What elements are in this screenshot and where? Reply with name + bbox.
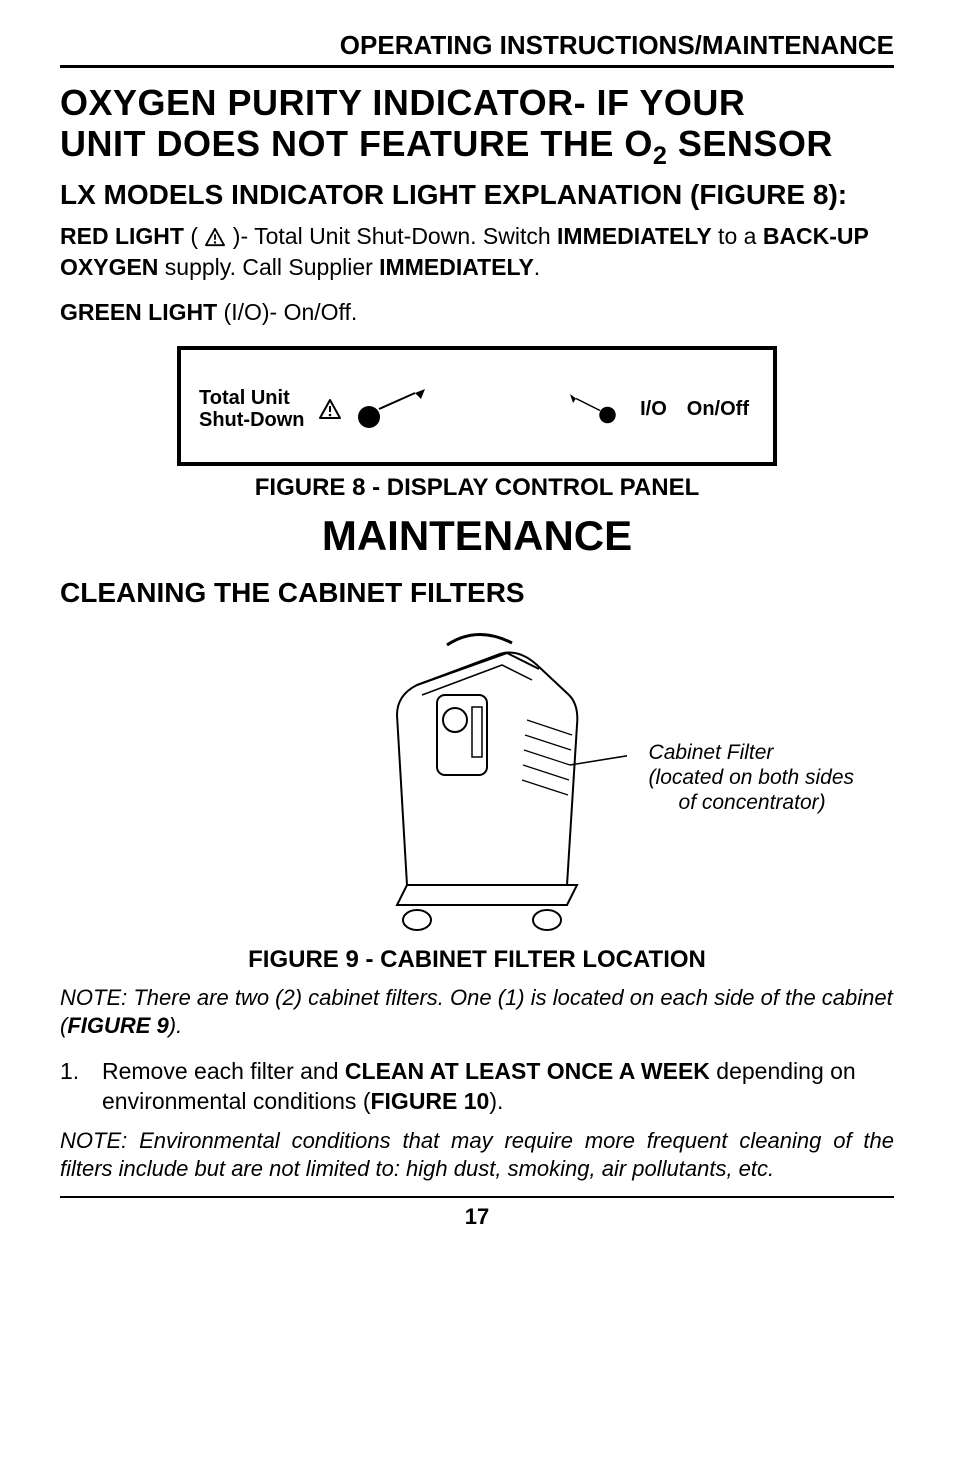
red-light-label: RED LIGHT [60,223,184,249]
led-with-arrow-right [570,389,630,429]
title-line1: OXYGEN PURITY INDICATOR- IF YOUR [60,82,745,123]
red-light-open: ( [184,223,204,249]
maintenance-title: MAINTENANCE [60,512,894,560]
callout-line1: Cabinet Filter [649,741,774,764]
note-two-filters: NOTE: There are two (2) cabinet filters.… [60,984,894,1041]
title-line2-post: SENSOR [667,123,833,164]
immediately-2: IMMEDIATELY [379,254,534,280]
title-line2-sub: 2 [653,143,668,171]
device-figure: Cabinet Filter (located on both sides of… [60,620,894,940]
figure-8-caption: FIGURE 8 - DISPLAY CONTROL PANEL [60,474,894,502]
note-environmental: NOTE: Environmental conditions that may … [60,1127,894,1184]
display-panel-figure: Total Unit Shut-Down [60,346,894,466]
step-1-bold1: CLEAN AT LEAST ONCE A WEEK [345,1058,710,1084]
green-light-paragraph: GREEN LIGHT (I/O)- On/Off. [60,297,894,328]
warning-triangle-icon [317,398,343,420]
page-number: 17 [465,1204,489,1229]
red-light-end: . [534,254,540,280]
panel-io-label: I/O [640,398,667,421]
immediately-1: IMMEDIATELY [557,223,712,249]
note1-post: ). [169,1013,182,1038]
red-light-mid2: supply. Call Supplier [158,254,379,280]
page: OPERATING INSTRUCTIONS/MAINTENANCE OXYGE… [0,0,954,1475]
panel-right-group: I/O On/Off [570,389,749,429]
note1-pre: NOTE: There are two (2) cabinet filters.… [60,985,893,1039]
cabinet-filter-callout: Cabinet Filter (located on both sides of… [649,740,854,816]
green-light-rest: (I/O)- On/Off. [217,299,357,325]
section-title-oxygen-purity: OXYGEN PURITY INDICATOR- IF YOUR UNIT DO… [60,82,894,172]
red-light-close: )- Total Unit Shut-Down. Switch [226,223,557,249]
panel-shut-down: Shut-Down [199,409,305,431]
green-light-label: GREEN LIGHT [60,299,217,325]
panel-left-labels: Total Unit Shut-Down [199,387,305,431]
running-header: OPERATING INSTRUCTIONS/MAINTENANCE [60,30,894,68]
panel-total-unit: Total Unit [199,387,290,409]
display-panel-box: Total Unit Shut-Down [177,346,777,466]
step-1: 1. Remove each filter and CLEAN AT LEAST… [60,1057,894,1117]
step-1-bold2: FIGURE 10 [370,1088,489,1114]
panel-onoff-label: On/Off [687,398,749,421]
step-1-post: ). [489,1088,503,1114]
figure-9-caption: FIGURE 9 - CABINET FILTER LOCATION [60,946,894,974]
callout-line2: (located on both sides [649,766,854,789]
note1-bold: FIGURE 9 [67,1013,168,1038]
callout-line3: of concentrator) [649,790,826,815]
panel-left-group: Total Unit Shut-Down [199,387,435,431]
subtitle-cleaning-filters: CLEANING THE CABINET FILTERS [60,576,894,610]
page-footer: 17 [60,1196,894,1230]
red-light-mid: to a [712,223,763,249]
title-line2-pre: UNIT DOES NOT FEATURE THE O [60,123,653,164]
concentrator-illustration [327,625,627,935]
step-1-pre: Remove each filter and [102,1058,345,1084]
red-light-paragraph: RED LIGHT ( )- Total Unit Shut-Down. Swi… [60,221,894,283]
step-1-text: Remove each filter and CLEAN AT LEAST ON… [102,1057,894,1117]
warning-triangle-icon [204,227,226,247]
step-1-marker: 1. [60,1057,82,1117]
led-with-arrow-left [355,389,435,429]
subtitle-lx-models: LX MODELS INDICATOR LIGHT EXPLANATION (F… [60,178,894,212]
